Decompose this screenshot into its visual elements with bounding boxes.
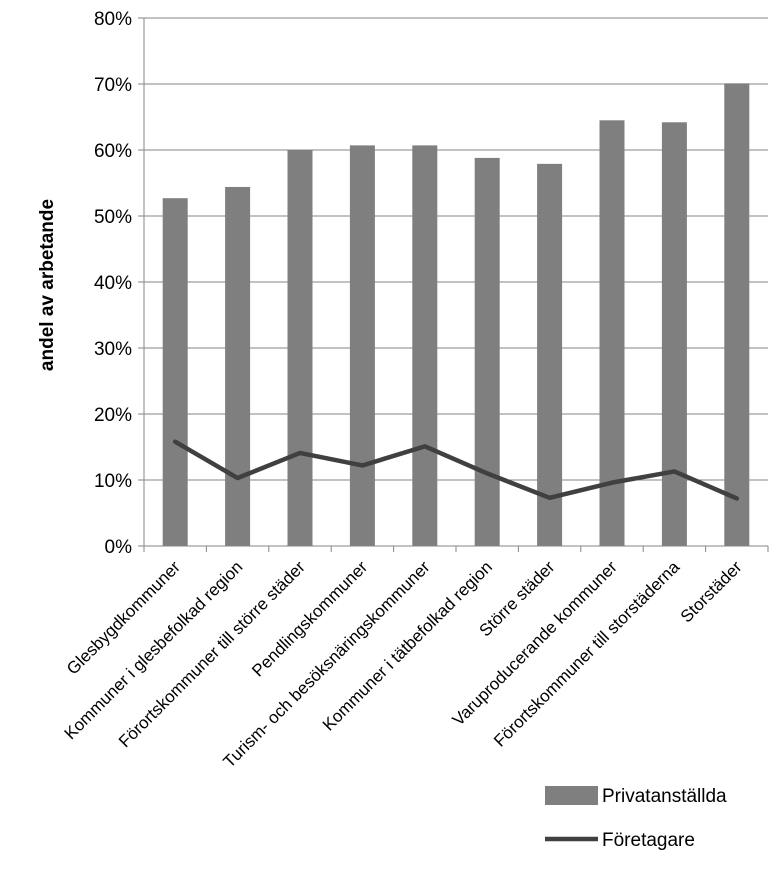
bar [537,163,563,547]
y-tick-label: 50% [94,207,132,228]
y-tick-label: 80% [94,9,132,30]
y-tick-label: 70% [94,75,132,96]
axes [143,18,769,552]
bar [349,145,375,546]
y-axis-ticks: 0% 10% 20% 30% 40% 50% 60% 70% 80% [94,9,132,558]
bar [724,83,750,546]
bar [225,186,251,546]
y-axis-label: andel av arbetande [37,199,58,371]
y-tick-label: 30% [94,339,132,360]
x-tick-label: Pendlingskommuner [248,557,371,680]
bar [599,120,625,547]
legend-swatch-privatanstallda [545,786,598,805]
legend-label-privatanstallda: Privatanställda [602,786,727,807]
y-tick-label: 60% [94,141,132,162]
y-tick-label: 10% [94,471,132,492]
bar [412,145,438,546]
bar [661,122,687,546]
bar-series [162,83,750,547]
x-tick-label: Glesbygdkommuner [63,557,184,678]
bar [287,150,313,546]
bar [474,157,500,547]
bar [162,198,188,546]
y-tick-label: 20% [94,405,132,426]
x-tick-label: Storstäder [677,557,746,626]
legend-label-foretagare: Företagare [602,830,695,851]
line-foretagare [172,439,740,501]
y-tick-label: 40% [94,273,132,294]
y-tick-label: 0% [105,537,133,558]
legend: Privatanställda Företagare [545,786,727,851]
line-series [172,439,740,501]
